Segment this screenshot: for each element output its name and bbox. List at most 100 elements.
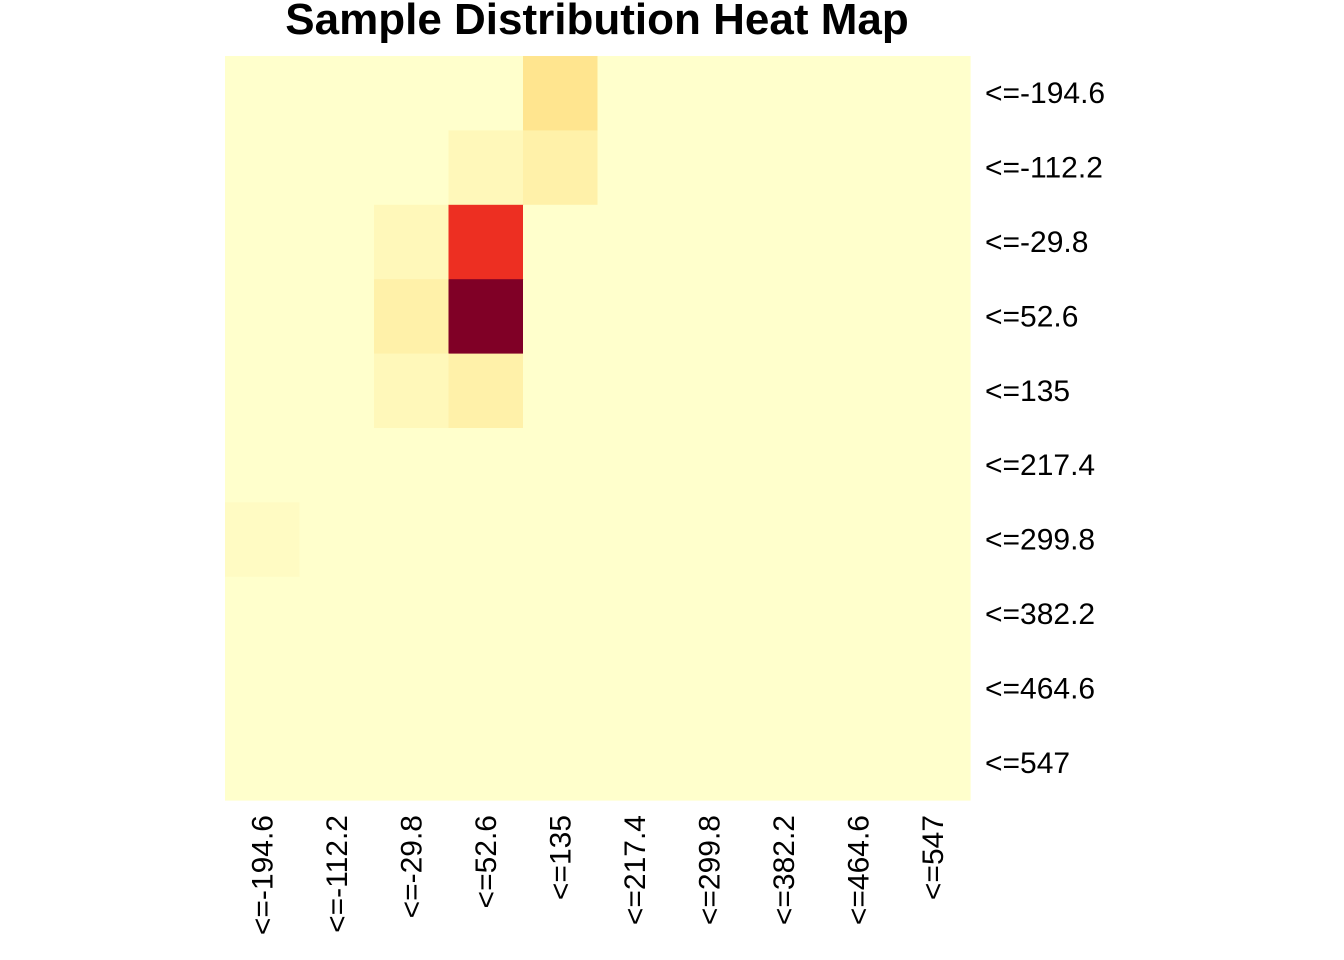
heatmap-cell-r4-c0 xyxy=(225,353,301,429)
heatmap-cell-r4-c6 xyxy=(672,353,748,429)
heatmap-cell-r5-c5 xyxy=(597,428,673,503)
heatmap-cell-r7-c2 xyxy=(374,576,450,652)
heatmap-cell-r8-c0 xyxy=(225,651,301,727)
heatmap-cell-r3-c1 xyxy=(299,279,375,355)
heatmap-cell-r8-c8 xyxy=(821,651,897,727)
heatmap-cell-r6-c7 xyxy=(746,502,822,578)
y-tick-label: <=217.4 xyxy=(985,449,1095,482)
heatmap-cell-r2-c8 xyxy=(821,204,897,280)
chart-title: Sample Distribution Heat Map xyxy=(285,0,908,44)
heatmap-cell-r1-c8 xyxy=(821,130,897,206)
heatmap-cell-r3-c3 xyxy=(448,279,524,355)
y-tick-label: <=-194.6 xyxy=(985,77,1105,110)
heatmap-cell-r3-c9 xyxy=(895,279,971,355)
heatmap-cell-r3-c2 xyxy=(374,279,450,355)
heatmap-cell-r2-c4 xyxy=(523,204,599,280)
heatmap-cell-r5-c7 xyxy=(746,428,822,503)
heatmap-cell-r4-c1 xyxy=(299,353,375,429)
heatmap-cell-r9-c2 xyxy=(374,725,450,801)
heatmap-cell-r4-c2 xyxy=(374,353,450,429)
y-tick-label: <=464.6 xyxy=(985,672,1095,705)
x-tick-label: <=464.6 xyxy=(842,815,875,925)
heatmap-cell-r0-c8 xyxy=(821,56,897,131)
heatmap-cell-r2-c0 xyxy=(225,204,301,280)
heatmap-cell-r5-c9 xyxy=(895,428,971,503)
heatmap-cell-r4-c7 xyxy=(746,353,822,429)
heatmap-cell-r1-c2 xyxy=(374,130,450,206)
heatmap-cell-r9-c8 xyxy=(821,725,897,801)
heatmap-cell-r7-c6 xyxy=(672,576,748,652)
x-tick-label: <=382.2 xyxy=(768,815,801,925)
heatmap-cell-r5-c3 xyxy=(448,428,524,503)
heatmap-cell-r3-c7 xyxy=(746,279,822,355)
heatmap-cell-r3-c4 xyxy=(523,279,599,355)
heatmap-cell-r7-c0 xyxy=(225,576,301,652)
heatmap-cell-r9-c3 xyxy=(448,725,524,801)
heatmap-cell-r8-c5 xyxy=(597,651,673,727)
heatmap-cell-r7-c9 xyxy=(895,576,971,652)
heatmap-cell-r9-c9 xyxy=(895,725,971,801)
heatmap-cell-r8-c3 xyxy=(448,651,524,727)
heatmap-cell-r4-c5 xyxy=(597,353,673,429)
heatmap-cell-r1-c0 xyxy=(225,130,301,206)
heatmap-cell-r8-c2 xyxy=(374,651,450,727)
heatmap-cell-r1-c6 xyxy=(672,130,748,206)
heatmap-cell-r8-c4 xyxy=(523,651,599,727)
heatmap-cell-r1-c1 xyxy=(299,130,375,206)
heatmap-cell-r0-c4 xyxy=(523,56,599,131)
heatmap-cell-r0-c1 xyxy=(299,56,375,131)
heatmap-cell-r9-c7 xyxy=(746,725,822,801)
heatmap-cell-r6-c6 xyxy=(672,502,748,578)
heatmap-cell-r9-c4 xyxy=(523,725,599,801)
heatmap-cell-r6-c2 xyxy=(374,502,450,578)
heatmap-cell-r1-c3 xyxy=(448,130,524,206)
heatmap-cell-r8-c1 xyxy=(299,651,375,727)
y-tick-label: <=299.8 xyxy=(985,524,1095,557)
heatmap-cell-r5-c4 xyxy=(523,428,599,503)
heatmap-cell-r7-c8 xyxy=(821,576,897,652)
heatmap-cell-r6-c9 xyxy=(895,502,971,578)
heatmap-cell-r4-c8 xyxy=(821,353,897,429)
heatmap-cell-r0-c2 xyxy=(374,56,450,131)
heatmap-cell-r8-c7 xyxy=(746,651,822,727)
x-tick-label: <=135 xyxy=(544,815,577,900)
heatmap-cell-r6-c3 xyxy=(448,502,524,578)
heatmap-cell-r6-c8 xyxy=(821,502,897,578)
y-tick-label: <=-29.8 xyxy=(985,226,1088,259)
y-tick-labels: <=-194.6 <=-112.2 <=-29.8 <=52.6 <=135 <=217.… xyxy=(985,77,1105,780)
heatmap-cell-r2-c9 xyxy=(895,204,971,280)
heatmap-cell-r4-c4 xyxy=(523,353,599,429)
heatmap-cell-r1-c7 xyxy=(746,130,822,206)
heatmap-cell-r4-c9 xyxy=(895,353,971,429)
heatmap-cell-r0-c3 xyxy=(448,56,524,131)
heatmap-cell-r6-c0 xyxy=(225,502,301,578)
x-tick-label: <=-112.2 xyxy=(321,815,354,933)
y-tick-label: <=135 xyxy=(985,375,1070,408)
heatmap-cell-r9-c5 xyxy=(597,725,673,801)
heatmap-cell-r5-c1 xyxy=(299,428,375,503)
y-tick-label: <=52.6 xyxy=(985,300,1078,333)
heatmap-cell-r0-c0 xyxy=(225,56,301,131)
heatmap-cell-r5-c0 xyxy=(225,428,301,503)
y-tick-label: <=547 xyxy=(985,747,1070,780)
heatmap-cell-r6-c4 xyxy=(523,502,599,578)
heatmap-cell-r3-c5 xyxy=(597,279,673,355)
heatmap-cell-r7-c1 xyxy=(299,576,375,652)
heatmap-cell-r7-c4 xyxy=(523,576,599,652)
heatmap-cell-r7-c3 xyxy=(448,576,524,652)
heatmap-cell-r8-c6 xyxy=(672,651,748,727)
heatmap-cell-r6-c1 xyxy=(299,502,375,578)
heatmap-cell-r3-c6 xyxy=(672,279,748,355)
heatmap-cell-r8-c9 xyxy=(895,651,971,727)
x-tick-label: <=-29.8 xyxy=(395,815,428,918)
heatmap-cell-r2-c5 xyxy=(597,204,673,280)
heatmap-cell-r7-c5 xyxy=(597,576,673,652)
heatmap-cell-r7-c7 xyxy=(746,576,822,652)
heatmap-cell-r5-c2 xyxy=(374,428,450,503)
heatmap-cell-r2-c6 xyxy=(672,204,748,280)
y-tick-label: <=382.2 xyxy=(985,598,1095,631)
x-tick-label: <=547 xyxy=(917,815,950,900)
heatmap-cell-r6-c5 xyxy=(597,502,673,578)
heatmap-cell-r0-c6 xyxy=(672,56,748,131)
